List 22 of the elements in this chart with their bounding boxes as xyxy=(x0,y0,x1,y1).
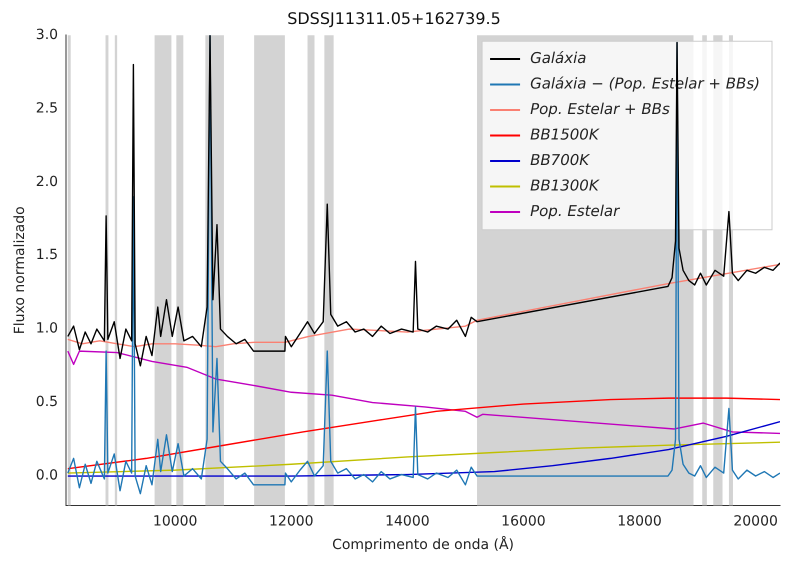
x-axis-title: Comprimento de onda (Å) xyxy=(332,536,514,554)
legend-label: Pop. Estelar xyxy=(530,202,620,220)
y-tick-label: 2.5 xyxy=(36,100,58,116)
y-axis-title: Fluxo normalizado xyxy=(12,206,28,334)
y-tick-label: 3.0 xyxy=(36,26,58,43)
x-tick-label: 12000 xyxy=(269,513,314,530)
y-tick-label: 2.0 xyxy=(36,174,58,190)
x-tick-label: 10000 xyxy=(152,513,198,530)
y-tick-label: 0.5 xyxy=(36,394,58,410)
legend-label: BB1500K xyxy=(530,125,600,144)
legend-label: Galáxia xyxy=(530,48,586,67)
x-tick-label: 20000 xyxy=(733,513,778,530)
x-tick-label: 18000 xyxy=(617,513,662,530)
y-tick-label: 1.5 xyxy=(36,247,58,264)
x-tick-label: 14000 xyxy=(385,513,430,530)
y-tick-label: 1.0 xyxy=(36,320,58,337)
chart-title: SDSSJ11311.05+162739.5 xyxy=(287,8,501,28)
legend-label: BB1300K xyxy=(530,176,600,194)
y-tick-label: 0.0 xyxy=(36,468,58,484)
x-tick-label: 16000 xyxy=(501,513,546,530)
legend-label: BB700K xyxy=(530,150,590,169)
legend-label: Pop. Estelar + BBs xyxy=(530,100,670,118)
